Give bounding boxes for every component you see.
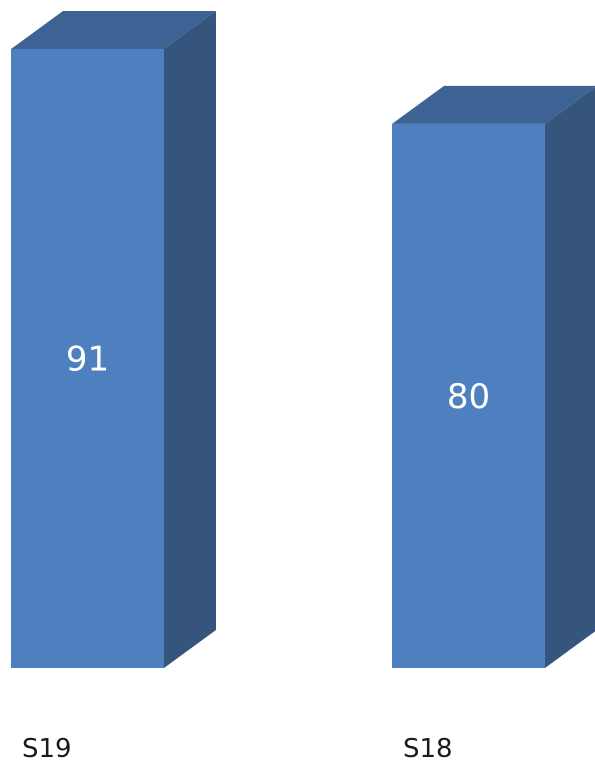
category-label-s18: S18 <box>403 734 453 762</box>
value-label-group: 91 80 <box>66 340 490 417</box>
bar-s18 <box>392 123 545 669</box>
bar-top-s18 <box>392 85 595 124</box>
bar-side-s19 <box>164 11 216 668</box>
value-label-s19: 91 <box>66 340 109 380</box>
bar-group <box>11 11 595 669</box>
value-label-s18: 80 <box>447 377 490 417</box>
category-label-group: S19 S18 <box>22 734 453 762</box>
bar-top-s19 <box>11 11 216 49</box>
category-label-s19: S19 <box>22 734 72 762</box>
bar-side-s18 <box>545 87 595 668</box>
bar-s19 <box>11 49 164 668</box>
